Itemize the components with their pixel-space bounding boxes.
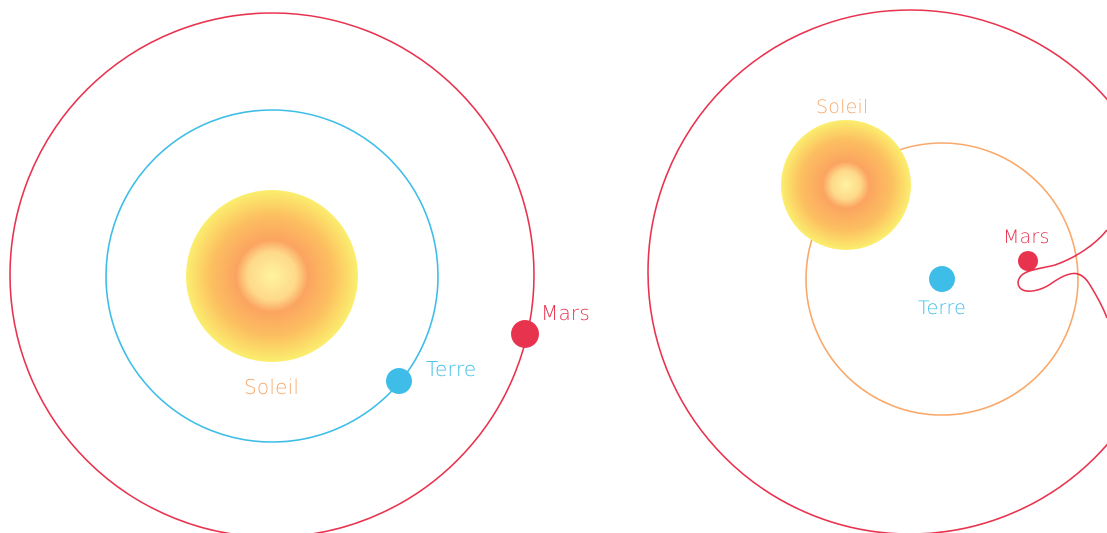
mars-label: Mars — [541, 301, 590, 325]
sun — [186, 190, 358, 362]
outer-orbit — [647, 9, 1107, 533]
earth-label: Terre — [918, 297, 966, 319]
sun-label: Soleil — [816, 96, 868, 118]
geocentric-panel: Soleil Terre Mars — [647, 9, 1107, 533]
mars-orbit — [9, 12, 535, 533]
mars-planet — [511, 320, 539, 348]
earth-orbit — [105, 109, 439, 443]
earth-planet — [929, 266, 955, 292]
mars-retrograde-loop — [1017, 229, 1107, 319]
sun — [781, 120, 911, 250]
mars-planet — [1018, 251, 1038, 271]
heliocentric-panel: Soleil Terre Mars — [9, 12, 590, 533]
sun-orbit — [805, 142, 1079, 416]
earth-label: Terre — [426, 357, 476, 381]
earth-planet — [386, 368, 412, 394]
mars-label: Mars — [1003, 226, 1050, 248]
sun-label: Soleil — [244, 375, 299, 399]
